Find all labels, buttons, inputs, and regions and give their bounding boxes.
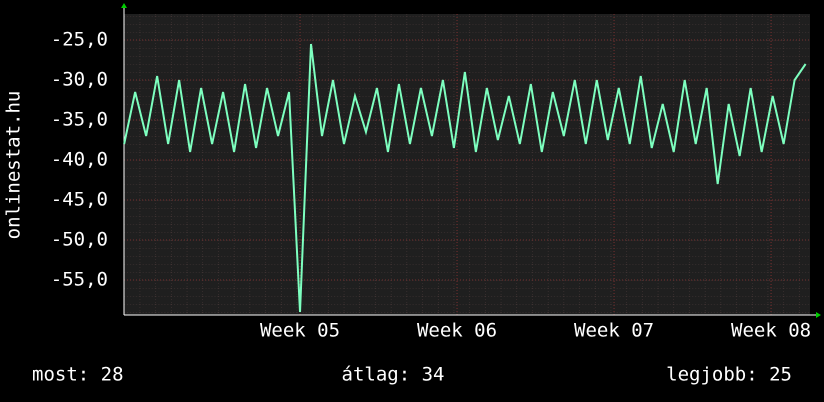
data-line [123,43,807,313]
x-tick-label: Week 08 [731,320,811,342]
x-tick-label: Week 05 [260,320,340,342]
y-tick-label: -30,0 [51,69,108,91]
axis-arrow [816,312,821,318]
x-tick-label: Week 07 [574,320,654,342]
stat-text: legjobb: 25 [666,364,792,386]
stat-text: most: 28 [32,364,124,386]
y-tick-label: -35,0 [51,109,108,131]
x-tick-label: Week 06 [417,320,497,342]
y-tick-label: -40,0 [51,149,108,171]
stat-text: átlag: 34 [342,364,445,386]
y-axis-title: onlinestat.hu [3,91,25,240]
y-tick-label: -50,0 [51,229,108,251]
axis-arrow [121,3,127,8]
minor-grid [124,14,810,315]
y-tick-label: -45,0 [51,189,108,211]
y-tick-label: -25,0 [51,29,108,51]
y-tick-label: -55,0 [51,269,108,291]
